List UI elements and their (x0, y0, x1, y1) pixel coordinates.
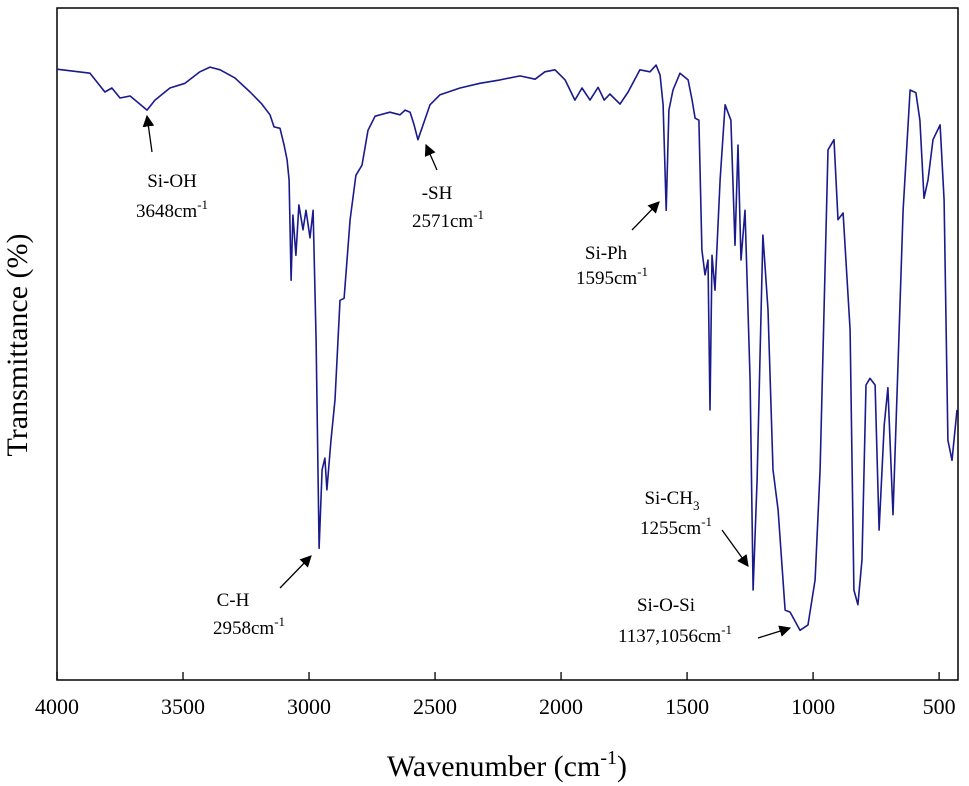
arrow (424, 143, 438, 171)
annotation-label: Si-O-Si (637, 595, 695, 616)
arrow (279, 555, 312, 589)
annotation-subscript: 3 (693, 498, 700, 513)
annotation-position: 1595cm-1 (576, 264, 648, 289)
x-label-superscript: -1 (600, 747, 617, 769)
annotation-position: 1137,1056cm-1 (618, 622, 732, 647)
spectrum-line (56, 64, 958, 632)
annotation-wavenumber: 3648cm (136, 201, 197, 222)
annotation-label: Si-Ph (585, 243, 628, 264)
annotation-exponent: -1 (274, 614, 285, 629)
x-tick-label: 500 (923, 694, 956, 719)
plot-frame (56, 7, 959, 681)
annotation-wavenumber: 1255cm (640, 518, 701, 539)
x-tick-label: 3500 (161, 694, 205, 719)
arrow (142, 114, 155, 153)
annotation-exponent: -1 (473, 207, 484, 222)
arrow (631, 201, 660, 231)
annotation-arrows (142, 114, 792, 639)
x-tick-label: 2000 (539, 694, 583, 719)
y-axis-label: Transmittance (%) (1, 233, 34, 456)
annotation-position: 2958cm-1 (213, 614, 285, 639)
annotation-exponent: -1 (197, 197, 208, 212)
annotation-label: Si-CH3 (644, 488, 699, 513)
annotation-label-main: Si-CH (644, 488, 693, 509)
annotation-label: -SH (422, 183, 453, 204)
x-tick-label: 2500 (413, 694, 457, 719)
annotation-wavenumber: 2571cm (412, 211, 473, 232)
x-axis-label: Wavenumber (cm-1) (387, 747, 627, 783)
x-tick-label: 1000 (791, 694, 835, 719)
annotation-wavenumber: 2958cm (213, 618, 274, 639)
x-tick-label: 4000 (35, 694, 79, 719)
annotation-position: 1255cm-1 (640, 514, 712, 539)
arrow (721, 529, 749, 567)
annotation-label: C-H (217, 590, 250, 611)
arrow (757, 625, 792, 639)
annotation-exponent: -1 (721, 622, 732, 637)
annotation-wavenumber: 1595cm (576, 268, 637, 289)
x-label-text: Wavenumber (cm (387, 750, 600, 783)
x-tick-label: 3000 (287, 694, 331, 719)
annotation-position: 2571cm-1 (412, 207, 484, 232)
plot-area (56, 64, 958, 632)
annotation-exponent: -1 (637, 264, 648, 279)
annotation-label: Si-OH (147, 171, 197, 192)
annotation-wavenumber: 1137,1056cm (618, 626, 721, 647)
annotation-position: 3648cm-1 (136, 197, 208, 222)
annotation-exponent: -1 (701, 514, 712, 529)
annotations: Si-OH 3648cm-1 -SH 2571cm-1 Si-Ph 1595cm… (136, 171, 732, 647)
x-label-suffix: ) (617, 750, 627, 783)
x-tick-label: 1500 (665, 694, 709, 719)
